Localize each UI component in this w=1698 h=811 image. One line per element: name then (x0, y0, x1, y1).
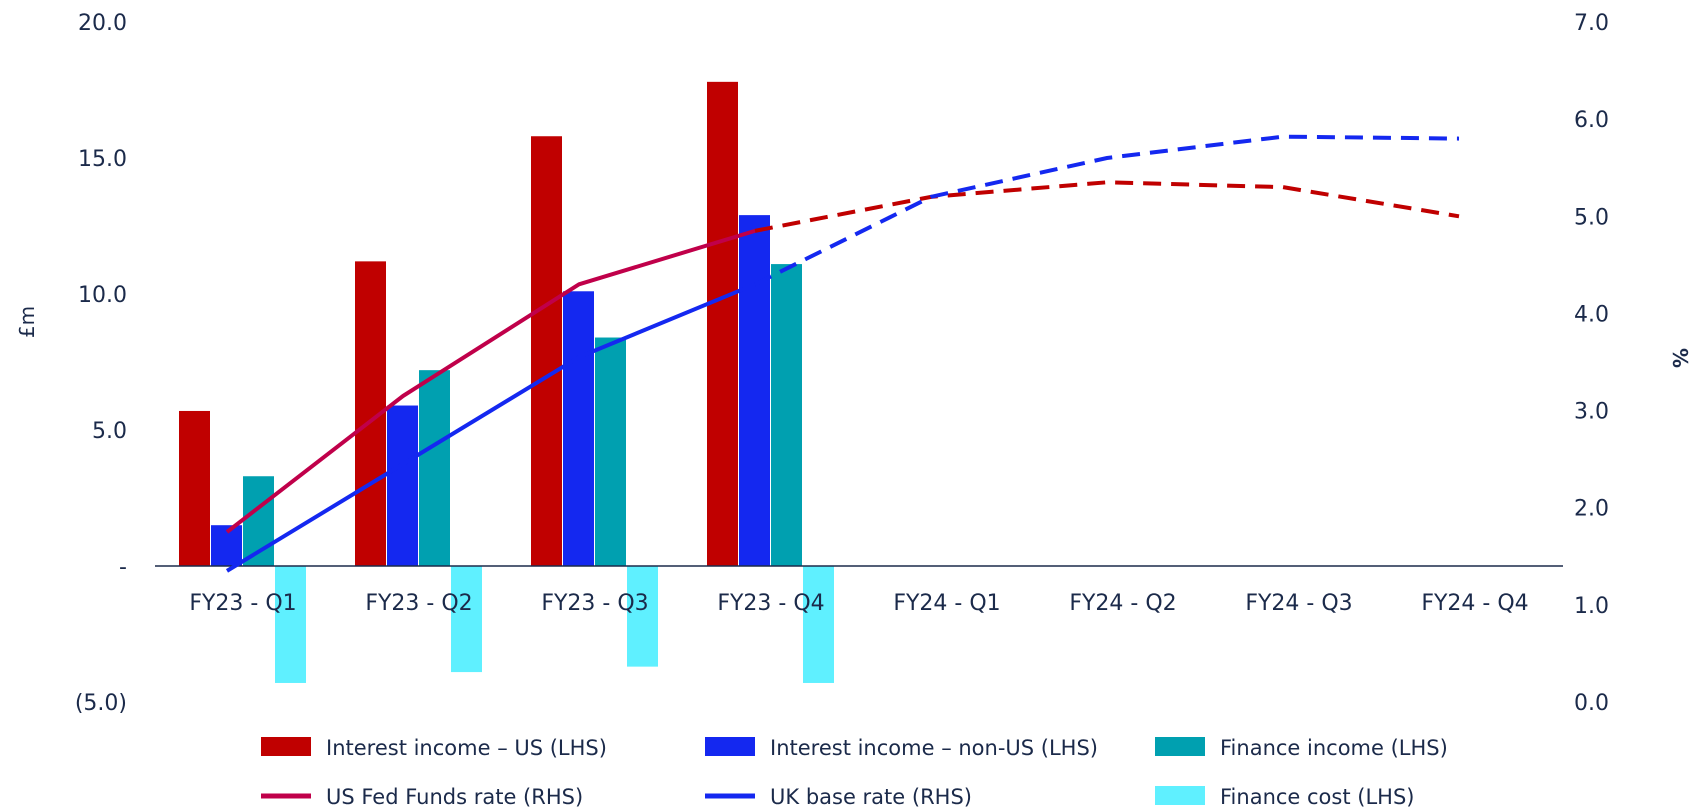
right-tick-label: 7.0 (1574, 11, 1609, 36)
legend-label: Finance cost (LHS) (1220, 785, 1414, 809)
rate-line-actual (225, 282, 756, 573)
bars (179, 81, 834, 683)
x-tick-label: FY23 - Q2 (365, 591, 472, 616)
legend-label: US Fed Funds rate (RHS) (326, 785, 583, 809)
rate-line-forecast (754, 180, 1460, 233)
right-tick-label: 2.0 (1574, 497, 1609, 522)
legend: Interest income – US (LHS) Interest incom… (261, 736, 1448, 809)
left-axis-title: £m (15, 306, 39, 338)
rate-line-actual (225, 228, 756, 534)
bar (211, 525, 242, 566)
legend-label: Interest income – US (LHS) (326, 736, 607, 760)
left-tick-label: 20.0 (78, 11, 127, 36)
bar (387, 405, 418, 566)
bar (179, 410, 210, 566)
bar (803, 566, 834, 683)
legend-swatch (1155, 737, 1205, 756)
bar (739, 215, 770, 566)
right-axis-ticks: 7.0 6.0 5.0 4.0 3.0 2.0 1.0 0.0 (1574, 11, 1609, 716)
legend-label: Interest income – non-US (LHS) (770, 736, 1098, 760)
x-axis-ticks: FY23 - Q1 FY23 - Q2 FY23 - Q3 FY23 - Q4 FY24… (189, 591, 1528, 616)
legend-label: Finance income (LHS) (1220, 736, 1448, 760)
left-tick-label: - (119, 555, 127, 580)
x-tick-label: FY24 - Q4 (1421, 591, 1528, 616)
right-tick-label: 0.0 (1574, 691, 1609, 716)
bar (451, 566, 482, 673)
legend-swatch (1155, 786, 1205, 805)
right-axis-title: % (1668, 348, 1692, 368)
bar (419, 370, 450, 566)
right-tick-label: 5.0 (1574, 205, 1609, 230)
left-tick-label: 10.0 (78, 283, 127, 308)
right-tick-label: 1.0 (1574, 594, 1609, 619)
bar (627, 566, 658, 667)
x-tick-label: FY24 - Q1 (893, 591, 1000, 616)
left-axis-ticks: 20.0 15.0 10.0 5.0 - (5.0) (75, 11, 127, 716)
bar (595, 337, 626, 566)
right-tick-label: 3.0 (1574, 400, 1609, 425)
bar (563, 291, 594, 566)
x-tick-label: FY24 - Q3 (1245, 591, 1352, 616)
rate-line-forecast (754, 134, 1460, 287)
left-tick-label: 15.0 (78, 147, 127, 172)
legend-swatch (261, 737, 311, 756)
bar (771, 264, 802, 566)
legend-label: UK base rate (RHS) (770, 785, 972, 809)
bar (275, 566, 306, 683)
x-tick-label: FY23 - Q4 (717, 591, 824, 616)
right-tick-label: 6.0 (1574, 108, 1609, 133)
left-tick-label: (5.0) (75, 691, 127, 716)
x-tick-label: FY24 - Q2 (1069, 591, 1176, 616)
right-tick-label: 4.0 (1574, 302, 1609, 327)
rate-lines (225, 134, 1460, 573)
legend-swatch (705, 737, 755, 756)
bar (707, 81, 738, 566)
x-tick-label: FY23 - Q3 (541, 591, 648, 616)
bar (531, 136, 562, 567)
x-tick-label: FY23 - Q1 (189, 591, 296, 616)
left-tick-label: 5.0 (92, 419, 127, 444)
